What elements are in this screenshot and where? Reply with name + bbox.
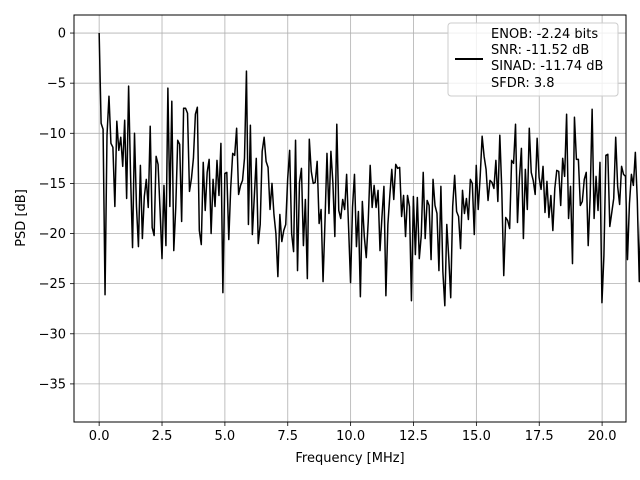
y-tick-label: −30 — [39, 327, 66, 342]
x-tick-label: 2.5 — [152, 429, 173, 444]
psd-series — [98, 33, 640, 307]
x-tick-label: 17.5 — [525, 429, 554, 444]
x-axis-label: Frequency [MHz] — [295, 451, 404, 466]
x-tick-label: 20.0 — [588, 429, 617, 444]
y-tick-label: −25 — [39, 277, 66, 292]
y-axis-ticks: 0 −5 −10 −15 −20 −25 −30 −35 — [39, 27, 74, 392]
legend: ENOB: -2.24 bits SNR: -11.52 dB SINAD: -… — [447, 22, 619, 97]
psd-line — [98, 33, 640, 307]
y-tick-label: −10 — [39, 127, 66, 142]
x-tick-label: 12.5 — [399, 429, 428, 444]
x-tick-label: 5.0 — [215, 429, 236, 444]
y-tick-label: −35 — [39, 377, 66, 392]
y-tick-label: 0 — [58, 27, 66, 42]
legend-entry-sinad: SINAD: -11.74 dB — [491, 59, 603, 74]
x-axis-ticks: 0.0 2.5 5.0 7.5 10.0 12.5 15.0 17.5 20.0 — [89, 422, 617, 444]
y-tick-label: −5 — [47, 77, 66, 92]
y-tick-label: −20 — [39, 227, 66, 242]
plot-frame — [73, 14, 627, 423]
x-tick-label: 0.0 — [89, 429, 110, 444]
y-axis-label: PSD [dB] — [14, 189, 29, 247]
x-tick-label: 15.0 — [462, 429, 491, 444]
legend-entry-snr: SNR: -11.52 dB — [491, 43, 589, 58]
x-tick-label: 10.0 — [336, 429, 365, 444]
legend-entry-sfdr: SFDR: 3.8 — [491, 76, 555, 91]
legend-entry-enob: ENOB: -2.24 bits — [491, 27, 598, 42]
y-tick-label: −15 — [39, 177, 66, 192]
legend-box — [447, 22, 619, 97]
x-tick-label: 7.5 — [277, 429, 298, 444]
